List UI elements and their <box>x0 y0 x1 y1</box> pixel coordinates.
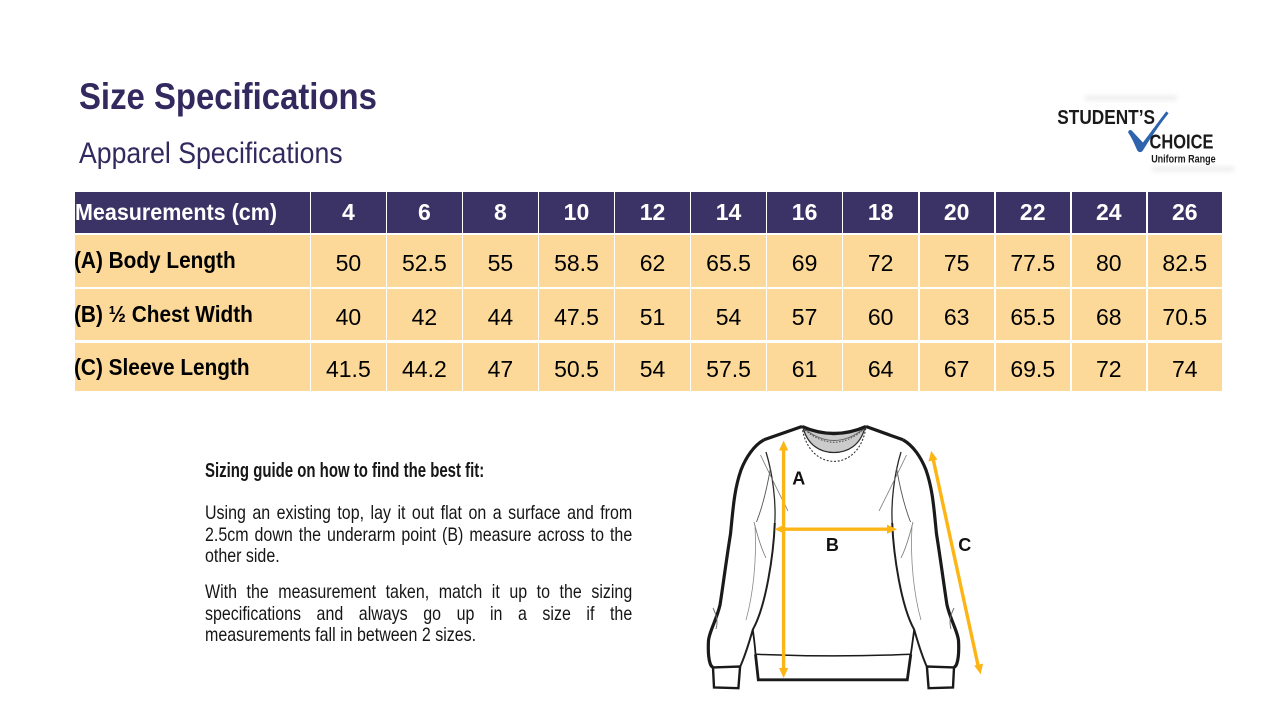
svg-text:Uniform Range: Uniform Range <box>1151 154 1215 166</box>
svg-text:C: C <box>958 535 971 555</box>
svg-text:CHOICE: CHOICE <box>1150 131 1214 153</box>
svg-text:STUDENT’S: STUDENT’S <box>1057 107 1155 129</box>
svg-text:A: A <box>792 468 805 488</box>
svg-text:B: B <box>826 535 839 555</box>
